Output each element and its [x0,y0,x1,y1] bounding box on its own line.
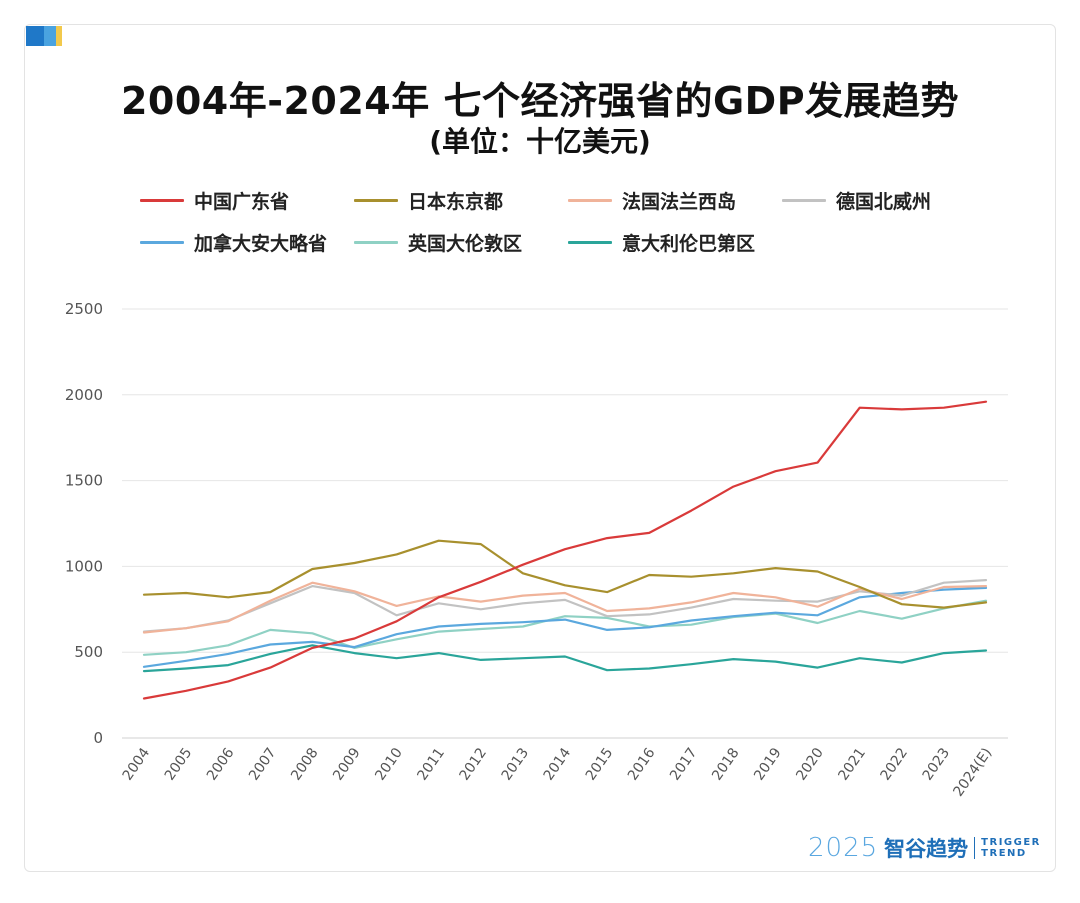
corner-block-light [44,26,56,46]
watermark-name: 智谷趋势 [884,837,969,861]
legend-swatch [140,240,184,244]
x-tick-label: 2010 [372,745,406,783]
y-tick-label: 2000 [65,386,103,404]
x-tick-label: 2015 [583,745,617,783]
legend-swatch [354,198,398,202]
watermark-english: TRIGGER TREND [981,837,1041,859]
legend-swatch [354,240,398,244]
x-tick-label: 2008 [288,745,322,783]
series-line-0 [142,400,988,700]
chart-subtitle: (单位：十亿美元) [429,125,651,158]
x-tick-label: 2018 [709,745,743,783]
watermark-en-line2: TREND [981,848,1027,859]
legend-item-3: 德国北威州 [782,186,931,214]
brand-watermark: 2025 智谷趋势 TRIGGER TREND [808,832,1041,864]
x-tick-label: 2006 [204,745,238,783]
y-tick-label: 1500 [65,472,103,490]
legend-label: 加拿大安大略省 [194,232,328,255]
watermark-divider [974,837,976,859]
x-tick-label: 2016 [625,745,659,783]
x-tick-label: 2012 [457,745,491,783]
series-line-1 [142,539,988,609]
x-tick-label: 2005 [162,745,196,783]
legend-swatch [140,198,184,202]
y-tick-label: 2500 [65,300,103,318]
watermark-en-line1: TRIGGER [981,837,1041,848]
series-line-6 [142,644,988,673]
x-tick-label: 2011 [414,745,448,783]
legend-label: 英国大伦敦区 [408,232,523,255]
legend-label: 意大利伦巴第区 [622,232,756,255]
x-tick-label: 2024(E) [950,745,995,800]
x-tick-label: 2022 [878,745,912,783]
corner-block-dark [26,26,44,46]
series-line-5 [142,599,988,656]
watermark-year: 2025 [808,833,879,863]
legend-label: 日本东京都 [408,190,504,213]
legend-swatch [568,198,612,202]
x-tick-label: 2017 [667,745,701,783]
legend-label: 德国北威州 [836,190,932,213]
x-tick-label: 2009 [330,745,364,783]
x-tick-label: 2007 [246,745,280,783]
x-tick-label: 2019 [751,745,785,783]
legend-item-6: 意大利伦巴第区 [568,228,755,256]
x-tick-label: 2014 [541,745,575,783]
x-tick-label: 2021 [835,745,869,783]
corner-block-yellow [56,26,62,46]
series-line-4 [142,586,988,668]
legend-swatch [782,198,826,202]
corner-logo-mark [26,26,62,46]
legend-swatch [568,240,612,244]
chart-card [24,24,1056,872]
x-tick-label: 2020 [793,745,827,783]
x-tick-label: 2004 [120,745,154,783]
y-tick-label: 500 [74,643,103,661]
legend-item-2: 法国法兰西岛 [568,186,736,214]
chart-title: 2004年-2024年 七个经济强省的GDP发展趋势 [120,79,960,123]
y-tick-label: 1000 [65,557,103,575]
legend-item-5: 英国大伦敦区 [354,228,522,256]
legend-item-1: 日本东京都 [354,186,503,214]
legend-item-4: 加拿大安大略省 [140,228,327,256]
x-tick-label: 2013 [499,745,533,783]
legend-item-0: 中国广东省 [140,186,289,214]
series-line-2 [142,581,988,634]
legend-label: 中国广东省 [194,190,290,213]
x-tick-label: 2023 [920,745,954,783]
y-tick-label: 0 [93,729,103,747]
legend-label: 法国法兰西岛 [622,190,737,213]
